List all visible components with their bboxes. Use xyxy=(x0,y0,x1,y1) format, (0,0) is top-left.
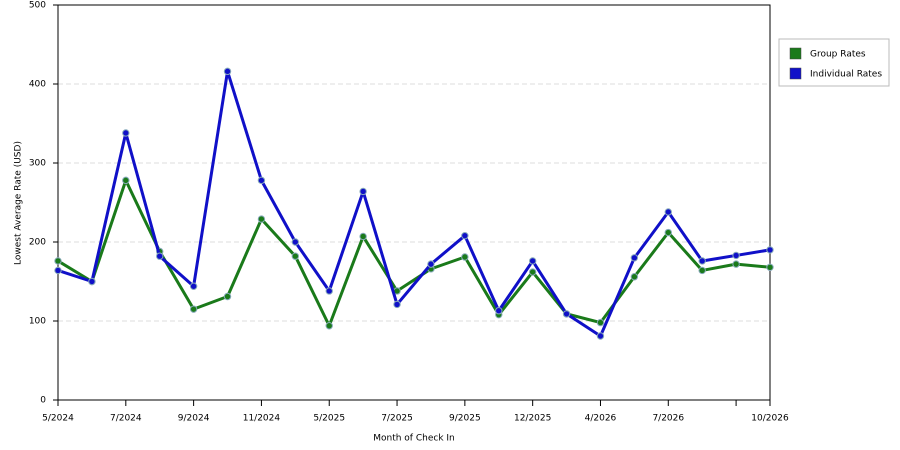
point xyxy=(461,253,469,261)
point xyxy=(732,260,740,268)
point xyxy=(732,251,740,260)
x-tick-label: 7/2026 xyxy=(652,414,684,424)
point xyxy=(461,231,469,240)
point xyxy=(291,252,300,260)
x-tick-label: 7/2024 xyxy=(110,414,142,424)
series-line xyxy=(57,69,771,338)
y-tick-label: 400 xyxy=(29,80,46,90)
point xyxy=(122,176,130,185)
x-tick-label: 9/2024 xyxy=(178,414,210,424)
y-tick-label: 500 xyxy=(29,1,46,11)
y-tick-label: 0 xyxy=(40,396,46,406)
point xyxy=(359,187,367,196)
point xyxy=(766,263,774,271)
point xyxy=(427,260,435,268)
point xyxy=(189,282,198,290)
x-tick-label: 4/2026 xyxy=(585,414,617,424)
point xyxy=(528,268,537,276)
y-tick-label: 300 xyxy=(29,159,46,169)
point xyxy=(528,257,537,265)
point xyxy=(325,287,333,295)
series-line xyxy=(57,178,771,328)
point xyxy=(257,176,266,185)
point xyxy=(223,67,232,76)
x-tick-label: 5/2024 xyxy=(42,414,74,424)
point xyxy=(359,232,367,241)
point xyxy=(257,215,266,223)
point xyxy=(156,252,164,260)
x-tick-label: 10/2026 xyxy=(751,414,789,424)
point xyxy=(495,307,503,315)
x-axis-label: Month of Check In xyxy=(373,434,455,444)
point xyxy=(664,208,672,216)
x-tick-label: 7/2025 xyxy=(381,414,413,424)
point xyxy=(596,318,605,327)
point xyxy=(291,238,300,246)
point xyxy=(596,332,605,340)
point xyxy=(393,300,401,309)
x-tick-label: 5/2025 xyxy=(313,414,345,424)
point xyxy=(122,129,130,137)
legend-swatch xyxy=(789,67,802,80)
plot-frame xyxy=(57,4,771,401)
point xyxy=(54,257,62,265)
point xyxy=(54,266,62,275)
point xyxy=(698,266,706,275)
legend-label: Individual Rates xyxy=(810,70,882,80)
x-tick-label: 9/2025 xyxy=(449,414,481,424)
point xyxy=(630,273,639,281)
point xyxy=(698,257,706,265)
point xyxy=(630,254,639,262)
legend-swatch xyxy=(789,47,802,60)
x-tick-label: 12/2025 xyxy=(514,414,551,424)
point xyxy=(223,292,232,301)
point xyxy=(766,246,774,254)
y-tick-label: 100 xyxy=(29,317,46,327)
point xyxy=(189,305,198,313)
x-tick-label: 11/2024 xyxy=(243,414,281,424)
y-axis-label: Lowest Average Rate (USD) xyxy=(14,141,24,265)
y-tick-label: 200 xyxy=(29,238,46,248)
point xyxy=(325,322,333,330)
point xyxy=(664,228,672,237)
point xyxy=(562,310,571,318)
point xyxy=(88,277,96,286)
legend-label: Group Rates xyxy=(810,50,866,60)
